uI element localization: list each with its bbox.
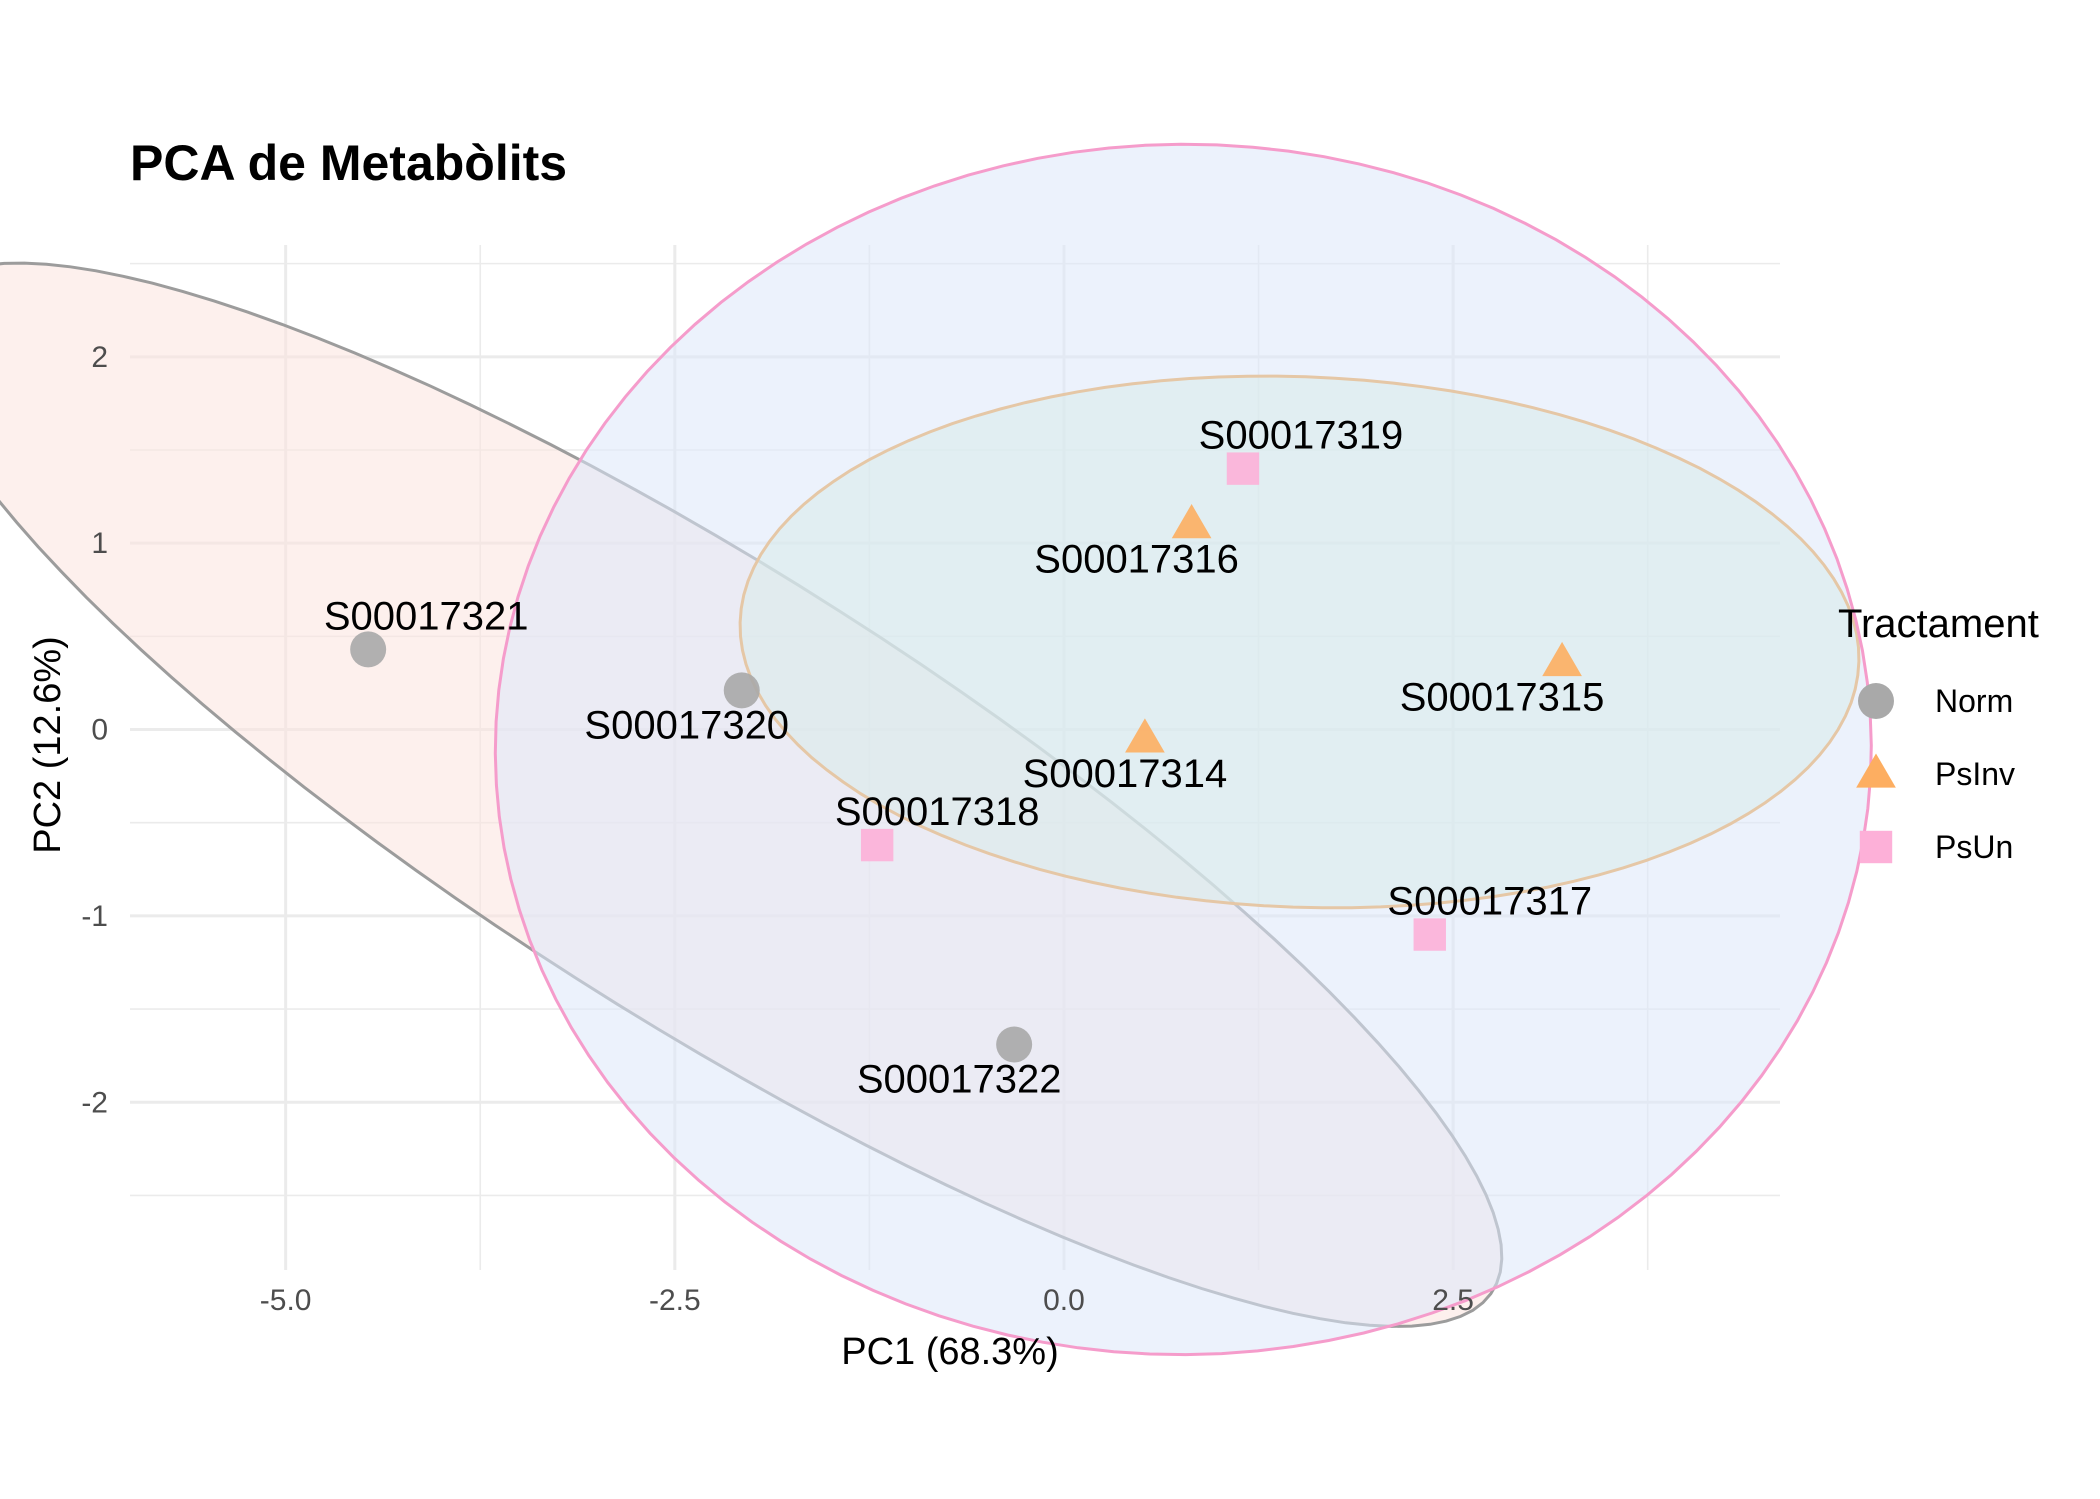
x-axis-title: PC1 (68.3%) xyxy=(841,1331,1059,1373)
point-label-S00017315: S00017315 xyxy=(1400,675,1605,719)
point-label-S00017317: S00017317 xyxy=(1387,880,1592,924)
legend: Tractament Norm PsInv PsUn xyxy=(1838,602,2039,865)
point-S00017317 xyxy=(1413,918,1446,951)
point-label-S00017314: S00017314 xyxy=(1023,752,1228,796)
point-label-S00017316: S00017316 xyxy=(1034,538,1239,582)
confidence-ellipses xyxy=(0,142,1873,1357)
y-axis-ticks: -2 -1 0 1 2 xyxy=(81,341,108,1119)
point-S00017321 xyxy=(350,631,387,668)
y-tick-label: 1 xyxy=(91,527,108,560)
legend-label-psun: PsUn xyxy=(1935,829,2013,865)
x-tick-label: -5.0 xyxy=(260,1284,312,1317)
legend-label-norm: Norm xyxy=(1935,683,2013,719)
data-points xyxy=(350,452,1582,1063)
point-label-S00017322: S00017322 xyxy=(857,1058,1062,1102)
point-label-S00017318: S00017318 xyxy=(835,790,1040,834)
point-S00017320 xyxy=(723,672,760,709)
legend-key-psun xyxy=(1859,830,1893,864)
point-labels: S00017321 S00017320 S00017322 S00017316 S000… xyxy=(324,414,1605,1102)
legend-entries: Norm PsInv PsUn xyxy=(1856,683,2015,865)
point-S00017318 xyxy=(860,828,894,862)
point-S00017315 xyxy=(1542,641,1582,677)
ellipse-psun xyxy=(493,142,1873,1357)
legend-label-psinv: PsInv xyxy=(1935,756,2015,792)
y-tick-label: -2 xyxy=(81,1086,108,1119)
point-S00017314 xyxy=(1125,718,1165,753)
legend-key-psinv xyxy=(1856,753,1896,788)
legend-title: Tractament xyxy=(1838,602,2039,646)
point-label-S00017319: S00017319 xyxy=(1199,414,1404,458)
x-axis-ticks: -5.0 -2.5 0.0 2.5 xyxy=(260,1284,1474,1317)
y-tick-label: -1 xyxy=(81,900,108,933)
x-tick-label: -2.5 xyxy=(649,1284,701,1317)
point-label-S00017321: S00017321 xyxy=(324,594,529,638)
x-tick-label: 2.5 xyxy=(1432,1284,1474,1317)
x-tick-label: 0.0 xyxy=(1043,1284,1085,1317)
point-label-S00017320: S00017320 xyxy=(584,703,789,747)
y-axis-title: PC2 (12.6%) xyxy=(27,636,69,854)
y-tick-label: 2 xyxy=(91,341,108,374)
point-S00017322 xyxy=(996,1026,1033,1063)
legend-key-norm xyxy=(1858,683,1894,719)
chart-title: PCA de Metabòlits xyxy=(130,135,567,191)
point-S00017319 xyxy=(1226,452,1260,485)
point-S00017316 xyxy=(1171,504,1212,539)
y-tick-label: 0 xyxy=(91,714,108,747)
